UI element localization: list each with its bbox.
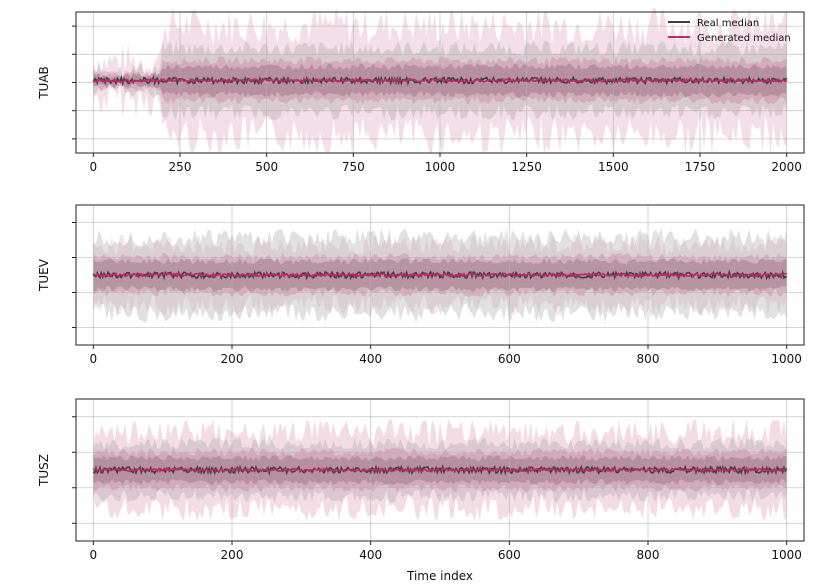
x-axis-ticks: 0 250 500 750 1000 1250 1500 1750 2000 [90,153,802,174]
x-tick-label: 1000 [425,160,456,174]
x-tick-label: 800 [637,548,660,562]
x-tick-label: 200 [221,352,244,366]
x-axis-label: Time index [406,569,473,583]
x-tick-label: 1250 [511,160,542,174]
median-lines [92,463,788,476]
x-tick-label: 2000 [771,160,802,174]
legend-label-real: Real median [697,18,759,29]
y-axis-ticks [72,222,76,328]
grid-lines [76,205,804,345]
x-axis-ticks: 0 200 400 600 800 1000 [90,345,802,366]
median-lines [92,74,788,87]
generated-median-line [92,77,788,84]
generated-median-line [92,271,788,279]
x-tick-label: 1500 [598,160,629,174]
y-axis-ticks [72,416,76,524]
axes-frame [75,398,805,542]
x-tick-label: 0 [90,352,98,366]
real-median-line [92,463,788,476]
x-axis-ticks: 0 200 400 600 800 1000 [90,541,802,562]
panel-tuev: 0 200 400 600 800 1000 TUEV [37,204,805,366]
x-tick-label: 250 [169,160,192,174]
grid-lines [76,12,804,153]
x-tick-label: 500 [255,160,278,174]
panel-tusz: 0 200 400 600 800 1000 TUSZ Time index [37,398,805,583]
grid-lines [76,399,804,541]
median-lines [92,269,788,281]
axes-frame [75,204,805,346]
x-tick-label: 400 [359,548,382,562]
x-tick-label: 750 [342,160,365,174]
x-tick-label: 1750 [685,160,716,174]
y-axis-ticks [72,25,76,140]
real-median-line [92,74,788,87]
x-tick-label: 0 [90,548,98,562]
x-tick-label: 1000 [771,548,802,562]
legend-label-generated: Generated median [697,33,791,44]
x-tick-label: 200 [221,548,244,562]
x-tick-label: 400 [359,352,382,366]
panel-tuab: 0 250 500 750 1000 1250 1500 1750 2000 TUAB Real… [37,7,805,174]
legend: Real median Generated median [668,18,791,44]
x-tick-label: 600 [498,548,521,562]
x-tick-label: 0 [90,160,98,174]
x-tick-label: 1000 [771,352,802,366]
y-axis-label: TUAB [37,66,51,100]
y-axis-label: TUSZ [37,454,51,487]
x-tick-label: 800 [637,352,660,366]
generated-median-line [92,466,787,474]
x-tick-label: 600 [498,352,521,366]
y-axis-label: TUEV [37,258,51,292]
